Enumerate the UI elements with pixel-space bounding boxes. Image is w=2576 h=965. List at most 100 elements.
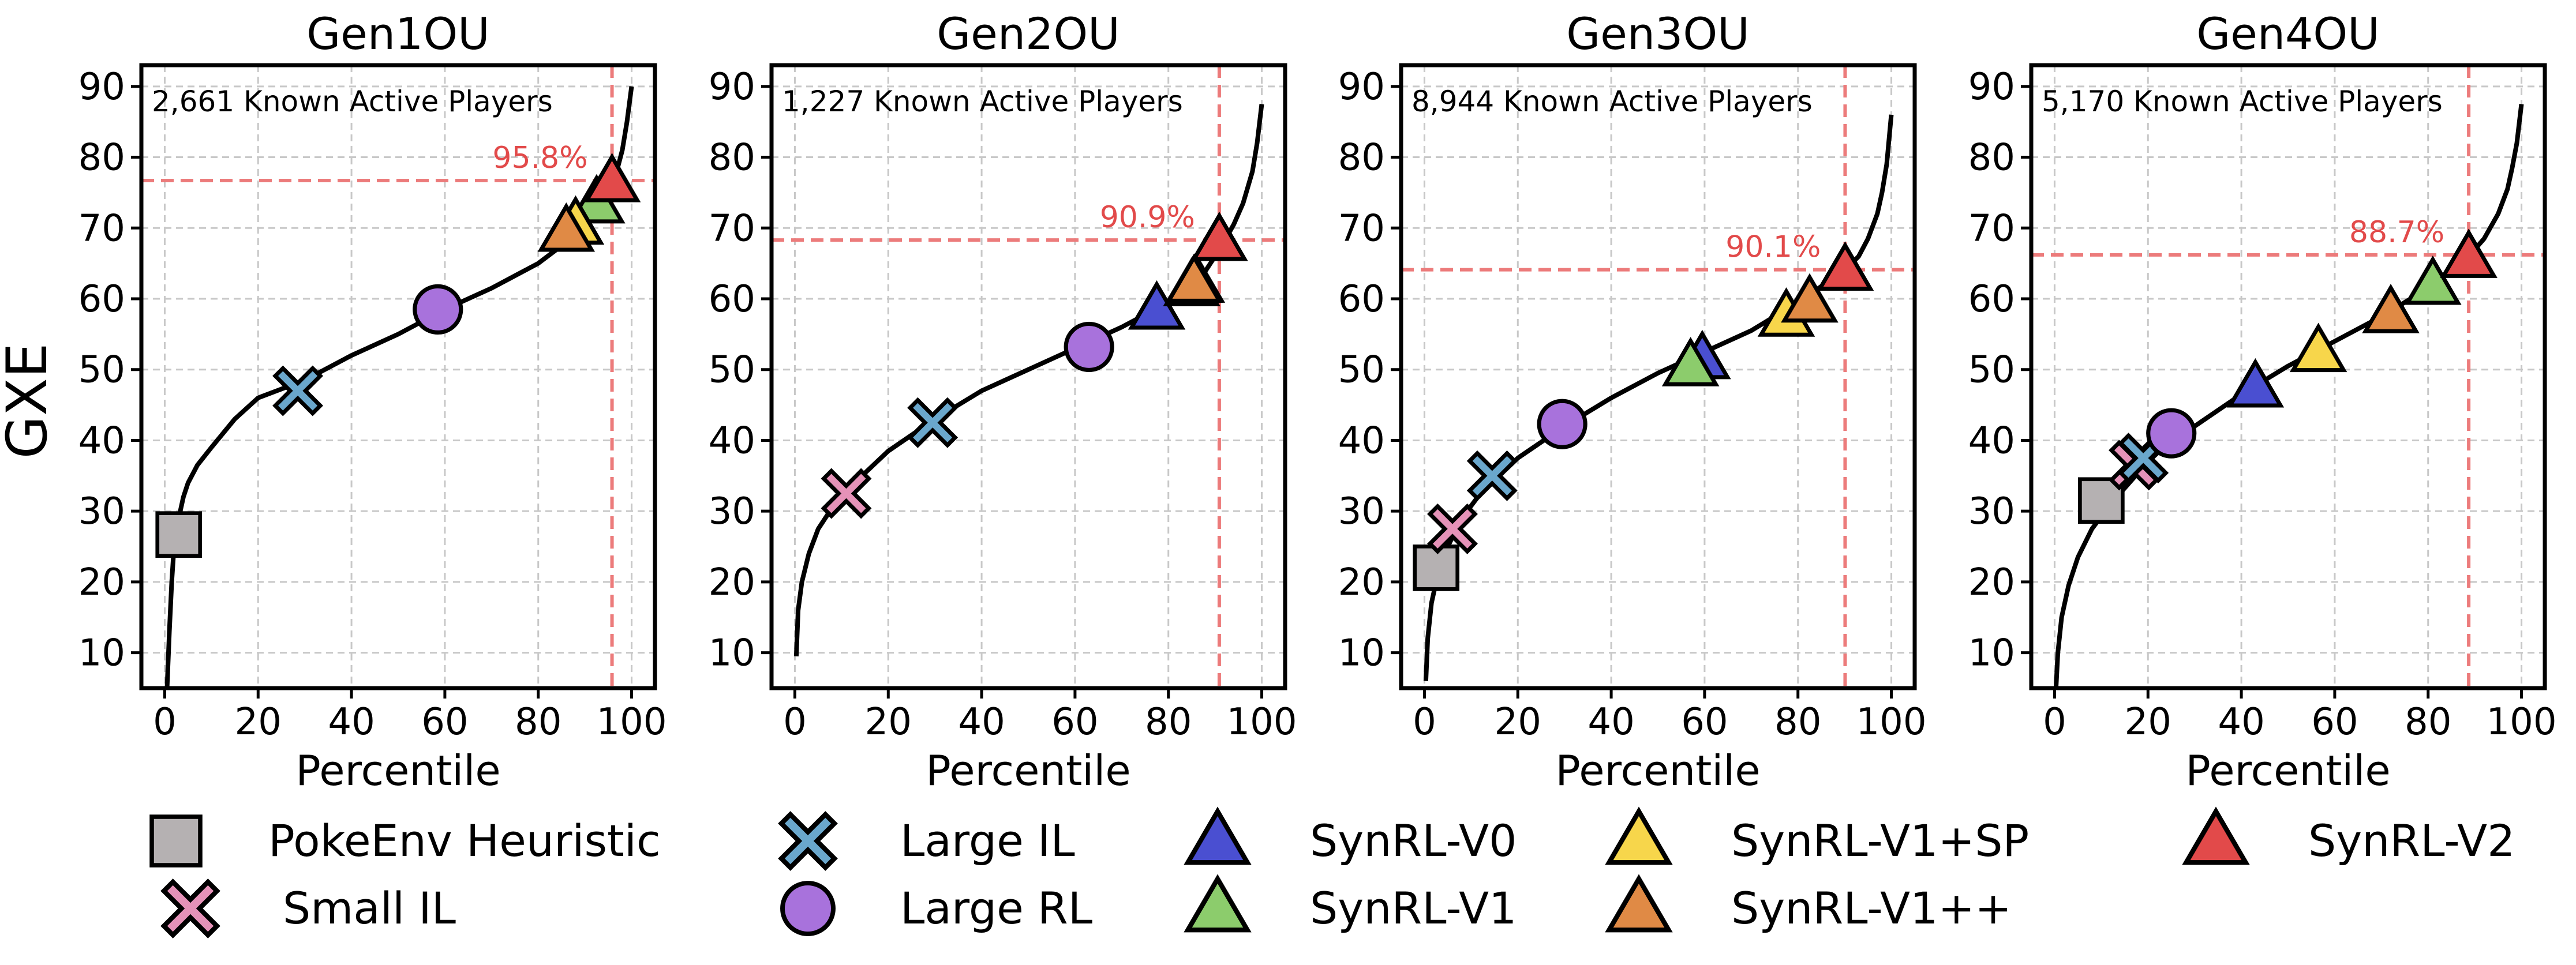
x-tick-label: 100: [1856, 701, 1926, 744]
panels: 95.8% 2,661 Known Active Players 0 20 40 60 80…: [78, 8, 2557, 795]
y-tick-label: 40: [78, 419, 125, 462]
chart-panel-1: 95.8% 2,661 Known Active Players 0 20 40 60 80…: [78, 8, 667, 795]
point-large-il: [1466, 450, 1518, 501]
y-tick-label: 70: [1968, 207, 2015, 250]
y-tick-label: 30: [78, 490, 125, 533]
panel-title: Gen2OU: [937, 8, 1120, 59]
x-tick-label: 40: [2218, 701, 2264, 744]
legend-label: Small IL: [283, 883, 456, 934]
point-synrl-v1sp: [2289, 322, 2347, 373]
point-large-il: [907, 397, 958, 448]
plot-frame: [2029, 63, 2547, 690]
point-synrl-v2: [583, 152, 641, 202]
legend-label: SynRL-V2: [2308, 815, 2515, 866]
legend-label: Large IL: [900, 815, 1075, 866]
known-players-annotation: 1,227 Known Active Players: [782, 85, 1183, 118]
y-tick-label: 20: [1968, 561, 2015, 604]
point-large-rl: [2146, 408, 2197, 459]
y-tick-label: 80: [78, 137, 125, 179]
panel-title: Gen4OU: [2196, 8, 2380, 59]
y-tick-label: 20: [78, 561, 125, 604]
y-tick-label: 90: [78, 66, 125, 108]
x-tick-label: 60: [1051, 701, 1098, 744]
y-tick-label: 10: [709, 632, 755, 675]
point-synrl-v1: [1661, 337, 1720, 386]
threshold-label: 88.7%: [2349, 215, 2444, 250]
legend-marker-square: [149, 814, 203, 868]
gxe-percentile-curve: [2053, 104, 2524, 688]
x-tick-label: 40: [1587, 701, 1634, 744]
legend: PokeEnv Heuristic Small IL Large IL Large R…: [149, 806, 2515, 938]
plot-frame: [769, 63, 1287, 690]
legend-label: SynRL-V1++: [1731, 883, 2012, 934]
x-tick-label: 80: [1145, 701, 1192, 744]
x-tick-label: 80: [1774, 701, 1821, 744]
chart-panel-3: 90.1% 8,944 Known Active Players 0 20 40 60 80…: [1338, 8, 1927, 795]
point-small-il: [1427, 503, 1478, 554]
y-tick-label: 60: [1338, 278, 1385, 321]
x-tick-label: 20: [2125, 701, 2171, 744]
known-players-annotation: 2,661 Known Active Players: [152, 85, 553, 118]
point-pokeenv-heuristic: [155, 511, 203, 558]
y-tick-label: 90: [709, 66, 755, 108]
panel-title: Gen1OU: [306, 8, 490, 59]
point-synrl-v2: [1816, 241, 1874, 291]
y-axis-title: GXE: [0, 343, 59, 459]
y-tick-label: 20: [709, 561, 755, 604]
x-tick-label: 60: [2311, 701, 2358, 744]
legend-label: SynRL-V1: [1310, 883, 1517, 934]
y-tick-label: 80: [709, 137, 755, 179]
point-large-il: [272, 365, 324, 416]
known-players-annotation: 8,944 Known Active Players: [1411, 85, 1813, 118]
y-tick-label: 30: [1968, 490, 2015, 533]
legend-marker-triangle: [2182, 806, 2250, 865]
x-tick-label: 40: [328, 701, 375, 744]
x-tick-label: 20: [865, 701, 912, 744]
y-tick-label: 50: [709, 349, 755, 392]
y-tick-label: 30: [1338, 490, 1385, 533]
legend-marker-triangle: [1184, 806, 1252, 865]
x-tick-label: 100: [2486, 701, 2556, 744]
legend-item-small-il: Small IL: [160, 878, 456, 938]
legend-item-large-il: Large IL: [778, 811, 1075, 871]
y-tick-label: 70: [709, 207, 755, 250]
point-synrl-v0: [2226, 358, 2285, 408]
point-synrl-v1pp: [1781, 273, 1839, 323]
legend-marker-triangle: [1605, 806, 1673, 865]
known-players-annotation: 5,170 Known Active Players: [2042, 85, 2443, 118]
legend-marker-x: [160, 878, 220, 938]
x-tick-label: 80: [515, 701, 561, 744]
x-tick-label: 0: [153, 701, 177, 744]
point-synrl-v1pp: [537, 202, 596, 252]
x-axis-label: Percentile: [1555, 746, 1760, 795]
x-tick-label: 60: [421, 701, 468, 744]
x-tick-label: 40: [958, 701, 1005, 744]
point-large-rl: [1537, 399, 1587, 449]
legend-label: SynRL-V1+SP: [1731, 815, 2029, 866]
threshold-label: 90.1%: [1725, 230, 1821, 265]
legend-item-synrl-v2: SynRL-V2: [2182, 806, 2515, 866]
x-tick-label: 100: [596, 701, 667, 744]
plot-frame: [139, 63, 657, 690]
x-tick-label: 0: [1413, 701, 1436, 744]
y-tick-label: 90: [1338, 66, 1385, 108]
x-tick-label: 20: [1495, 701, 1541, 744]
legend-item-synrl-v0: SynRL-V0: [1184, 806, 1517, 866]
x-axis-label: Percentile: [2185, 746, 2390, 795]
gxe-percentile-curve: [164, 86, 634, 688]
x-tick-label: 0: [2043, 701, 2066, 744]
legend-marker-x: [778, 811, 838, 871]
point-large-rl: [1064, 321, 1114, 373]
y-tick-label: 60: [1968, 278, 2015, 321]
y-tick-label: 60: [709, 278, 755, 321]
legend-label: Large RL: [900, 883, 1092, 934]
threshold-label: 90.9%: [1100, 200, 1195, 235]
x-tick-label: 20: [235, 701, 282, 744]
point-synrl-v1: [2404, 255, 2462, 305]
x-tick-label: 0: [783, 701, 807, 744]
point-small-il: [821, 468, 872, 519]
point-synrl-v1pp: [1165, 253, 1223, 303]
legend-marker-triangle: [1605, 874, 1673, 933]
point-synrl-v2: [2440, 228, 2498, 278]
